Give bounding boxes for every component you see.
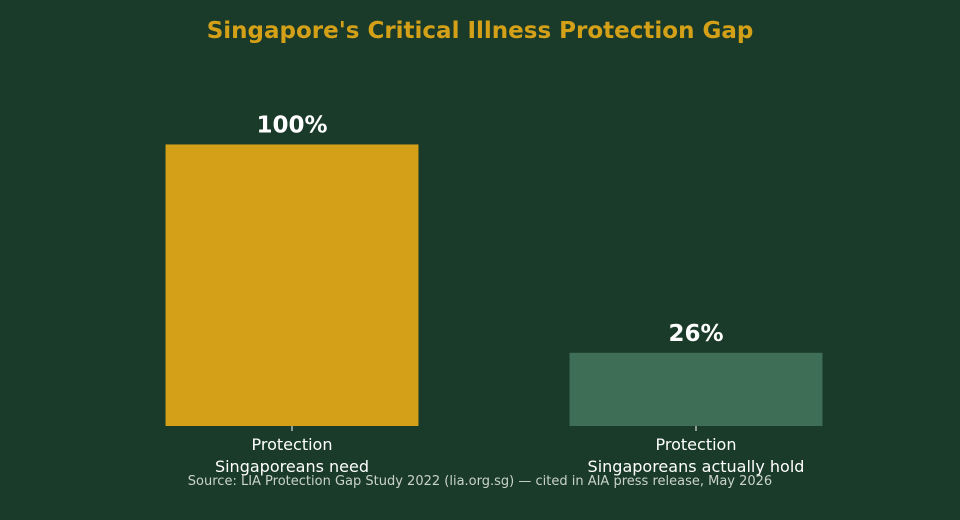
bar-2 xyxy=(569,352,823,426)
value-label-2: 26% xyxy=(668,321,723,347)
value-label-1: 100% xyxy=(256,112,327,138)
source-note: Source: LIA Protection Gap Study 2022 (l… xyxy=(187,474,773,489)
value-labels-group: 100% 26% xyxy=(256,112,723,346)
x-ticks-group xyxy=(291,426,697,431)
x-tick-label-1: Protection Singaporeans need xyxy=(215,435,369,476)
bars-group xyxy=(165,144,823,426)
bar-1 xyxy=(165,144,419,426)
chart-title: Singapore's Critical Illness Protection … xyxy=(206,18,754,44)
x-tick-labels-group: Protection Singaporeans need Protection Sin… xyxy=(215,435,804,476)
x-tick-label-2: Protection Singaporeans actually hold xyxy=(588,435,805,476)
